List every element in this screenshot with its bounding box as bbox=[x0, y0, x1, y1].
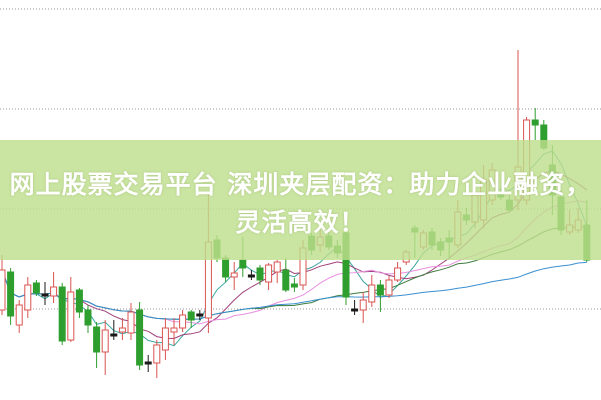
candle bbox=[376, 280, 384, 312]
candle-body bbox=[7, 271, 15, 317]
candle bbox=[153, 340, 161, 378]
candle-body bbox=[394, 267, 402, 281]
candle-body bbox=[179, 314, 187, 329]
candle bbox=[7, 268, 15, 325]
candle bbox=[161, 318, 169, 360]
candle-body bbox=[273, 261, 281, 273]
candle-body bbox=[187, 311, 195, 321]
candle-body bbox=[239, 259, 247, 269]
candle bbox=[15, 300, 23, 333]
candle-body bbox=[153, 344, 161, 364]
candle bbox=[110, 320, 118, 340]
candle-body bbox=[110, 333, 118, 337]
candle-body bbox=[24, 284, 32, 311]
candle-body bbox=[0, 269, 6, 311]
candle-body bbox=[196, 313, 204, 317]
candle bbox=[24, 277, 32, 318]
candle bbox=[179, 310, 187, 332]
candle bbox=[93, 322, 101, 368]
candle bbox=[58, 283, 66, 345]
candle-body bbox=[230, 272, 238, 278]
candle bbox=[290, 278, 298, 292]
title-banner: 网上股票交易平台 深圳夹层配资：助力企业融资， 灵活高效！ bbox=[0, 140, 601, 260]
candle bbox=[351, 300, 359, 315]
candle bbox=[359, 292, 367, 323]
candle bbox=[101, 320, 109, 375]
candle-body bbox=[161, 327, 169, 351]
candle-body bbox=[93, 326, 101, 353]
ma-line-60 bbox=[1, 261, 587, 320]
candle-body bbox=[32, 282, 40, 294]
candle bbox=[187, 310, 195, 328]
candle bbox=[41, 282, 49, 305]
candle-body bbox=[256, 267, 264, 281]
candle bbox=[282, 258, 290, 292]
candle-body bbox=[265, 264, 273, 283]
candle-body bbox=[290, 283, 298, 288]
candle bbox=[394, 262, 402, 282]
candle bbox=[385, 276, 393, 298]
title-line-2: 灵活高效！ bbox=[235, 208, 366, 237]
candle bbox=[170, 318, 178, 345]
candle-body bbox=[127, 311, 135, 334]
candle bbox=[256, 265, 264, 285]
candle-body bbox=[385, 279, 393, 296]
candle bbox=[273, 260, 281, 283]
candle-body bbox=[144, 361, 152, 365]
candle-body bbox=[531, 119, 539, 126]
candle-body bbox=[67, 291, 75, 341]
candle bbox=[136, 302, 144, 370]
candle-body bbox=[136, 309, 144, 366]
candle bbox=[144, 355, 152, 372]
candle bbox=[368, 275, 376, 307]
candle-body bbox=[58, 286, 66, 342]
candle bbox=[230, 262, 238, 290]
candle-body bbox=[247, 274, 255, 278]
candle-body bbox=[351, 308, 359, 312]
candle-body bbox=[75, 289, 83, 313]
candle bbox=[118, 318, 126, 340]
candle bbox=[67, 277, 75, 342]
title-line-1: 网上股票交易平台 深圳夹层配资：助力企业融资， bbox=[9, 170, 592, 199]
candle-body bbox=[359, 299, 367, 311]
candle bbox=[50, 272, 58, 303]
candle bbox=[0, 255, 6, 315]
candle bbox=[75, 288, 83, 318]
candle-body bbox=[222, 257, 230, 278]
candle bbox=[127, 303, 135, 340]
candle bbox=[531, 108, 539, 140]
candle-body bbox=[50, 286, 58, 297]
candle bbox=[196, 310, 204, 320]
candle-body bbox=[118, 327, 126, 333]
candle-body bbox=[84, 309, 92, 326]
candle-body bbox=[282, 269, 290, 291]
candle bbox=[247, 270, 255, 280]
candle bbox=[32, 280, 40, 296]
candle-body bbox=[101, 329, 109, 353]
candle-body bbox=[376, 284, 384, 296]
candle bbox=[265, 263, 273, 290]
candle-body bbox=[15, 304, 23, 326]
candle bbox=[84, 305, 92, 333]
candle-body bbox=[41, 293, 49, 297]
candle-body bbox=[368, 284, 376, 303]
candle-body bbox=[170, 327, 178, 333]
